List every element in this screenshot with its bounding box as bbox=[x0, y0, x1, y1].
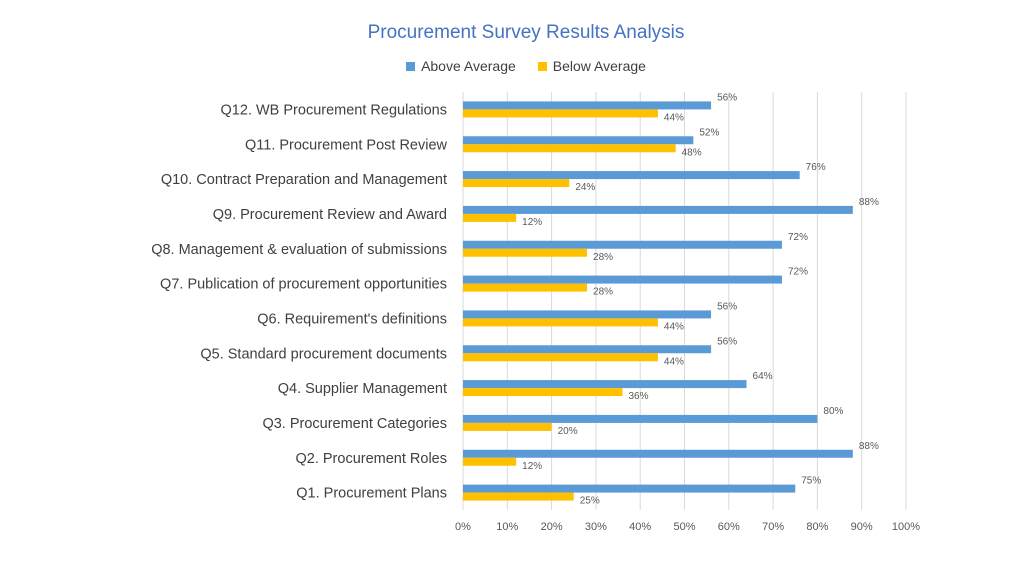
bar-above-average bbox=[463, 205, 853, 214]
x-tick-label: 100% bbox=[892, 521, 920, 533]
x-tick-label: 90% bbox=[851, 521, 873, 533]
data-label-below-average: 20% bbox=[558, 426, 578, 437]
bar-below-average bbox=[463, 492, 574, 501]
x-tick-label: 80% bbox=[806, 521, 828, 533]
bar-below-average bbox=[463, 457, 517, 466]
x-tick-label: 0% bbox=[455, 521, 471, 533]
x-tick-label: 70% bbox=[762, 521, 784, 533]
data-label-above-average: 75% bbox=[801, 476, 821, 487]
bar-above-average bbox=[463, 275, 782, 284]
data-label-above-average: 56% bbox=[717, 336, 737, 347]
data-label-below-average: 36% bbox=[628, 391, 648, 402]
data-label-below-average: 12% bbox=[522, 217, 542, 228]
legend-item-below-average: Below Average bbox=[537, 58, 646, 74]
legend-swatch-above-average bbox=[406, 61, 416, 71]
bar-above-average bbox=[463, 414, 818, 423]
bar-below-average bbox=[463, 213, 517, 222]
data-label-above-average: 88% bbox=[859, 197, 879, 208]
data-label-below-average: 12% bbox=[522, 461, 542, 472]
data-label-above-average: 52% bbox=[699, 127, 719, 138]
bar-above-average bbox=[463, 240, 782, 249]
category-label: Q7. Publication of procurement opportuni… bbox=[160, 277, 447, 293]
category-label: Q5. Standard procurement documents bbox=[200, 346, 447, 362]
data-label-below-average: 24% bbox=[575, 182, 595, 193]
bar-below-average bbox=[463, 422, 552, 431]
category-label: Q2. Procurement Roles bbox=[295, 451, 447, 467]
data-label-above-average: 72% bbox=[788, 267, 808, 278]
bar-above-average bbox=[463, 449, 853, 458]
chart-title: Procurement Survey Results Analysis bbox=[367, 22, 685, 43]
bar-above-average bbox=[463, 310, 712, 319]
data-label-above-average: 56% bbox=[717, 301, 737, 312]
x-tick-label: 60% bbox=[718, 521, 740, 533]
data-label-below-average: 28% bbox=[593, 287, 613, 298]
data-label-above-average: 64% bbox=[753, 371, 773, 382]
bar-above-average bbox=[463, 484, 796, 493]
legend-label-below-average: Below Average bbox=[552, 58, 646, 74]
data-label-above-average: 76% bbox=[806, 162, 826, 173]
category-label: Q11. Procurement Post Review bbox=[245, 137, 448, 153]
bar-below-average bbox=[463, 144, 676, 153]
data-label-above-average: 56% bbox=[717, 92, 737, 103]
bar-above-average bbox=[463, 136, 694, 145]
data-label-below-average: 28% bbox=[593, 252, 613, 263]
legend-label-above-average: Above Average bbox=[421, 58, 516, 74]
category-label: Q9. Procurement Review and Award bbox=[213, 207, 447, 223]
x-tick-label: 10% bbox=[496, 521, 518, 533]
data-label-below-average: 48% bbox=[682, 147, 702, 158]
data-label-below-average: 44% bbox=[664, 321, 684, 332]
x-tick-label: 20% bbox=[541, 521, 563, 533]
data-label-above-average: 80% bbox=[823, 406, 843, 417]
x-tick-label: 40% bbox=[629, 521, 651, 533]
bar-above-average bbox=[463, 380, 747, 389]
legend-swatch-below-average bbox=[537, 61, 547, 71]
bar-below-average bbox=[463, 283, 588, 292]
x-tick-label: 30% bbox=[585, 521, 607, 533]
bar-above-average bbox=[463, 171, 800, 180]
bar-below-average bbox=[463, 318, 658, 327]
legend-item-above-average: Above Average bbox=[406, 58, 516, 74]
data-label-above-average: 88% bbox=[859, 441, 879, 452]
category-label: Q10. Contract Preparation and Management bbox=[161, 172, 447, 188]
data-label-above-average: 72% bbox=[788, 232, 808, 243]
bar-below-average bbox=[463, 109, 658, 118]
bar-below-average bbox=[463, 248, 588, 257]
category-label: Q8. Management & evaluation of submissio… bbox=[151, 242, 447, 258]
category-label: Q1. Procurement Plans bbox=[296, 486, 447, 502]
category-label: Q6. Requirement's definitions bbox=[257, 311, 447, 327]
bar-above-average bbox=[463, 101, 712, 110]
bar-above-average bbox=[463, 345, 712, 354]
bar-below-average bbox=[463, 388, 623, 397]
legend: Above Average Below Average bbox=[0, 58, 1024, 74]
x-tick-label: 50% bbox=[673, 521, 695, 533]
data-label-below-average: 25% bbox=[580, 496, 600, 507]
bar-below-average bbox=[463, 179, 570, 188]
bar-below-average bbox=[463, 353, 658, 362]
category-label: Q12. WB Procurement Regulations bbox=[221, 102, 447, 118]
data-label-below-average: 44% bbox=[664, 356, 684, 367]
category-label: Q4. Supplier Management bbox=[278, 381, 447, 397]
category-label: Q3. Procurement Categories bbox=[262, 416, 447, 432]
data-label-below-average: 44% bbox=[664, 112, 684, 123]
